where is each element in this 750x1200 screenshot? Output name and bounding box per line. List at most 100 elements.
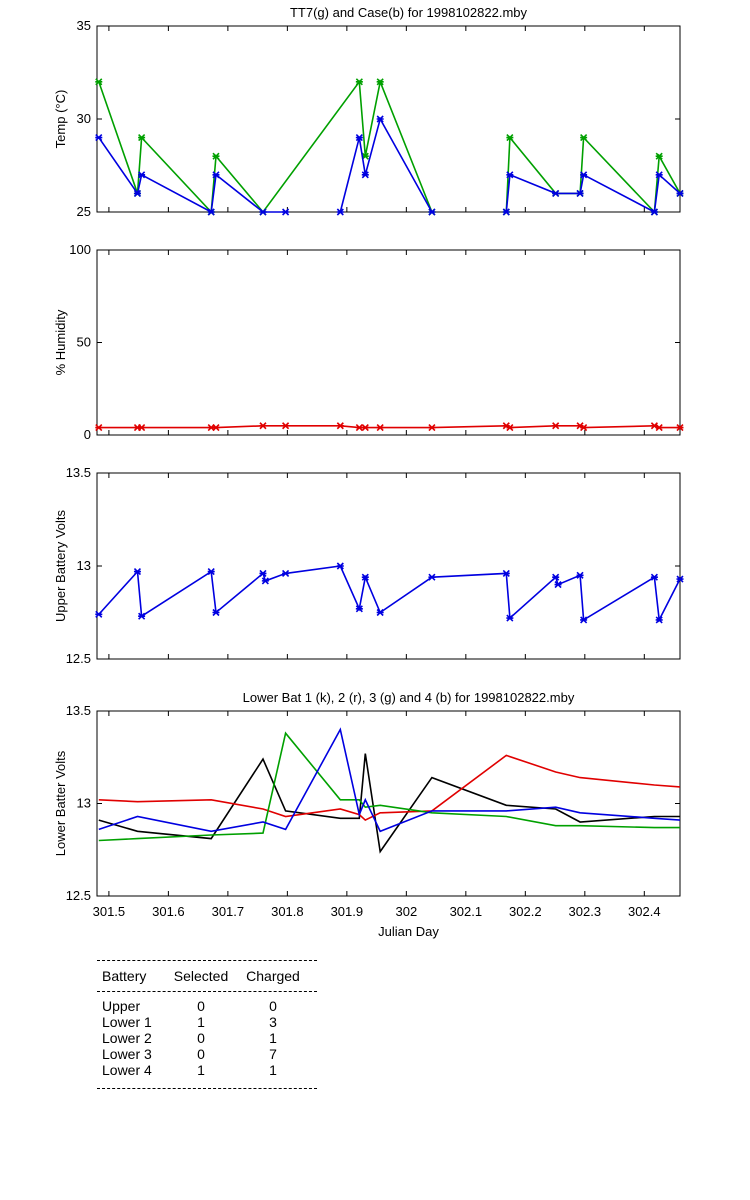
data-point [580, 171, 588, 179]
data-point [95, 424, 103, 432]
y-tick-label: 35 [77, 18, 91, 33]
data-point [95, 78, 103, 86]
table-cell: Upper [102, 998, 141, 1014]
table-cell: 0 [197, 998, 205, 1014]
data-point [95, 134, 103, 142]
data-point [655, 424, 663, 432]
data-point [376, 78, 384, 86]
table-divider [97, 991, 317, 992]
table-header: Battery [102, 968, 147, 984]
x-tick-label: 302 [395, 904, 417, 919]
data-point [207, 208, 215, 216]
data-point [212, 152, 220, 160]
data-point [207, 568, 215, 576]
y-axis-label: Lower Batter Volts [53, 750, 68, 856]
table-cell: 0 [197, 1030, 205, 1046]
x-axis-label: Julian Day [378, 924, 439, 939]
table-cell: 1 [197, 1014, 205, 1030]
data-point [506, 424, 514, 432]
data-point [138, 134, 146, 142]
y-axis-label: Temp (°C) [53, 90, 68, 149]
table-cell: 3 [269, 1014, 277, 1030]
series-line [505, 135, 681, 214]
data-point [282, 569, 290, 578]
battery-table: Battery Selected Charged Upper 0 0 Lower… [97, 960, 317, 1089]
series-line [98, 565, 681, 623]
x-tick-label: 301.5 [93, 904, 126, 919]
data-point [554, 581, 562, 589]
series-line [98, 424, 680, 429]
data-point [676, 189, 684, 197]
data-point [655, 171, 663, 179]
data-point [428, 573, 436, 581]
series-line [98, 137, 286, 214]
data-point [259, 422, 267, 430]
table-header-row: Battery Selected Charged [97, 961, 317, 991]
table-cell: 7 [269, 1046, 277, 1062]
y-tick-label: 12.5 [66, 651, 91, 666]
table-cell: 1 [197, 1062, 205, 1078]
table-cell: Lower 4 [102, 1062, 152, 1078]
table-cell: 0 [197, 1046, 205, 1062]
series-line [98, 754, 681, 822]
data-point [428, 208, 436, 216]
plot-frame [96, 249, 681, 436]
data-point [336, 562, 344, 570]
table-cell: Lower 1 [102, 1014, 152, 1030]
data-point [676, 424, 684, 432]
series-line [98, 727, 681, 833]
data-point [212, 171, 220, 179]
table-divider [97, 1088, 317, 1089]
data-point [655, 616, 663, 624]
y-tick-label: 0 [84, 427, 91, 442]
table-row: Lower 1 1 3 [97, 1014, 317, 1030]
y-tick-label: 12.5 [66, 888, 91, 903]
plot-frame [96, 472, 681, 660]
series-line [505, 173, 681, 214]
x-tick-label: 301.6 [152, 904, 185, 919]
data-point [282, 208, 290, 216]
x-tick-label: 301.8 [271, 904, 304, 919]
table-header: Selected [173, 968, 229, 984]
y-tick-label: 100 [69, 242, 91, 257]
table-row: Upper 0 0 [97, 998, 317, 1014]
y-tick-label: 30 [77, 111, 91, 126]
data-point [355, 134, 363, 142]
data-point [336, 208, 344, 216]
data-point [502, 569, 510, 578]
data-point [376, 608, 384, 617]
data-point [576, 189, 584, 197]
data-point [212, 608, 220, 617]
data-point [576, 571, 584, 579]
y-axis-label: Upper Battery Volts [53, 510, 68, 622]
table-row: Lower 2 0 1 [97, 1030, 317, 1046]
y-tick-label: 50 [77, 335, 91, 350]
series-line [339, 116, 433, 213]
plot-frame [96, 710, 681, 897]
table-row: Lower 3 0 7 [97, 1046, 317, 1062]
data-point [506, 134, 514, 142]
x-tick-label: 301.9 [331, 904, 364, 919]
data-point [95, 610, 103, 618]
data-point [580, 616, 588, 624]
x-tick-label: 302.1 [450, 904, 483, 919]
data-point [133, 568, 142, 576]
table-divider [97, 960, 317, 961]
data-point [552, 422, 560, 430]
data-point [361, 424, 369, 432]
data-point [580, 134, 588, 142]
data-point [506, 171, 514, 179]
data-point [261, 577, 269, 585]
data-point [138, 171, 146, 179]
x-tick-label: 302.4 [628, 904, 661, 919]
table-cell: Lower 2 [102, 1030, 152, 1046]
data-point [580, 424, 588, 432]
data-point [355, 605, 363, 613]
table-cell: Lower 3 [102, 1046, 152, 1062]
chart-title: Lower Bat 1 (k), 2 (r), 3 (g) and 4 (b) … [243, 690, 575, 705]
data-point [361, 171, 369, 179]
data-point [552, 189, 560, 197]
data-point [655, 152, 663, 160]
data-point [650, 208, 658, 216]
data-point [355, 424, 363, 432]
